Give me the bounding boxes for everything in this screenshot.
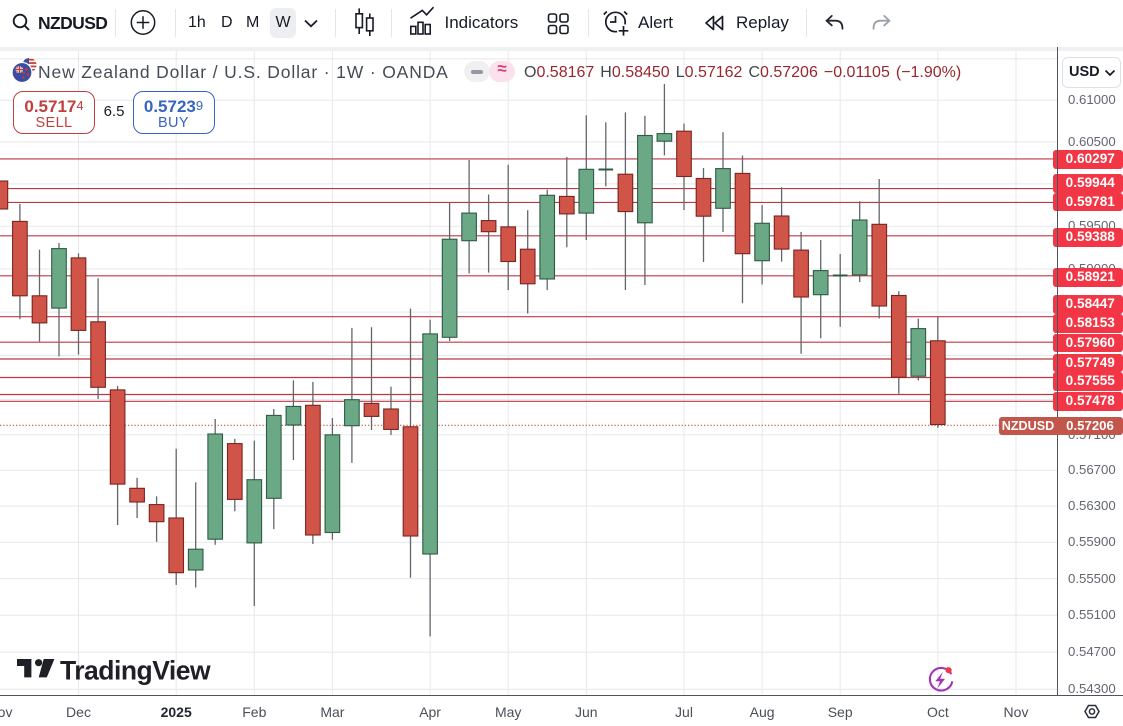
svg-text:TradingView: TradingView <box>60 656 211 686</box>
